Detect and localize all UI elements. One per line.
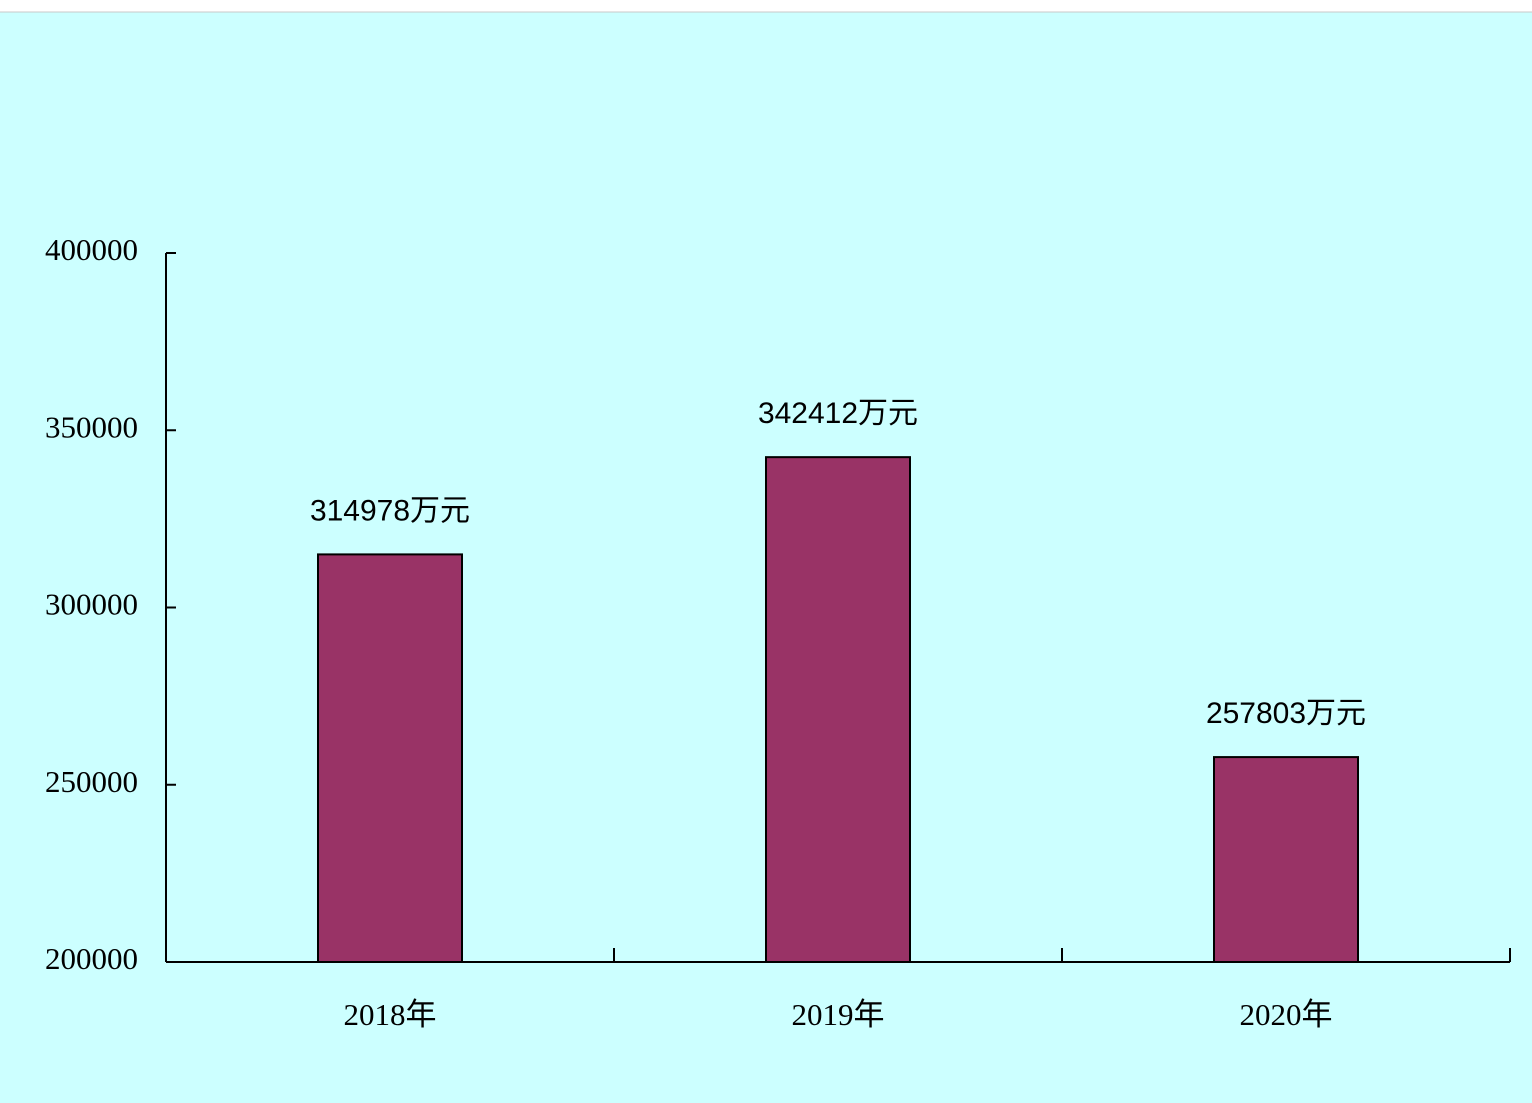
value-label: 314978万元 xyxy=(310,494,470,527)
y-tick-label: 400000 xyxy=(45,232,138,267)
x-tick-label: 2020年 xyxy=(1240,997,1333,1032)
y-tick-label: 350000 xyxy=(45,409,138,444)
bar xyxy=(317,553,463,964)
bar xyxy=(1213,756,1359,964)
value-label: 257803万元 xyxy=(1206,697,1366,730)
y-tick-label: 250000 xyxy=(45,764,138,799)
value-label: 342412万元 xyxy=(758,397,918,430)
x-tick-label: 2018年 xyxy=(344,997,437,1032)
bar xyxy=(765,456,911,963)
x-tick-label: 2019年 xyxy=(792,997,885,1032)
y-tick-label: 200000 xyxy=(45,941,138,976)
y-tick-label: 300000 xyxy=(45,587,138,622)
